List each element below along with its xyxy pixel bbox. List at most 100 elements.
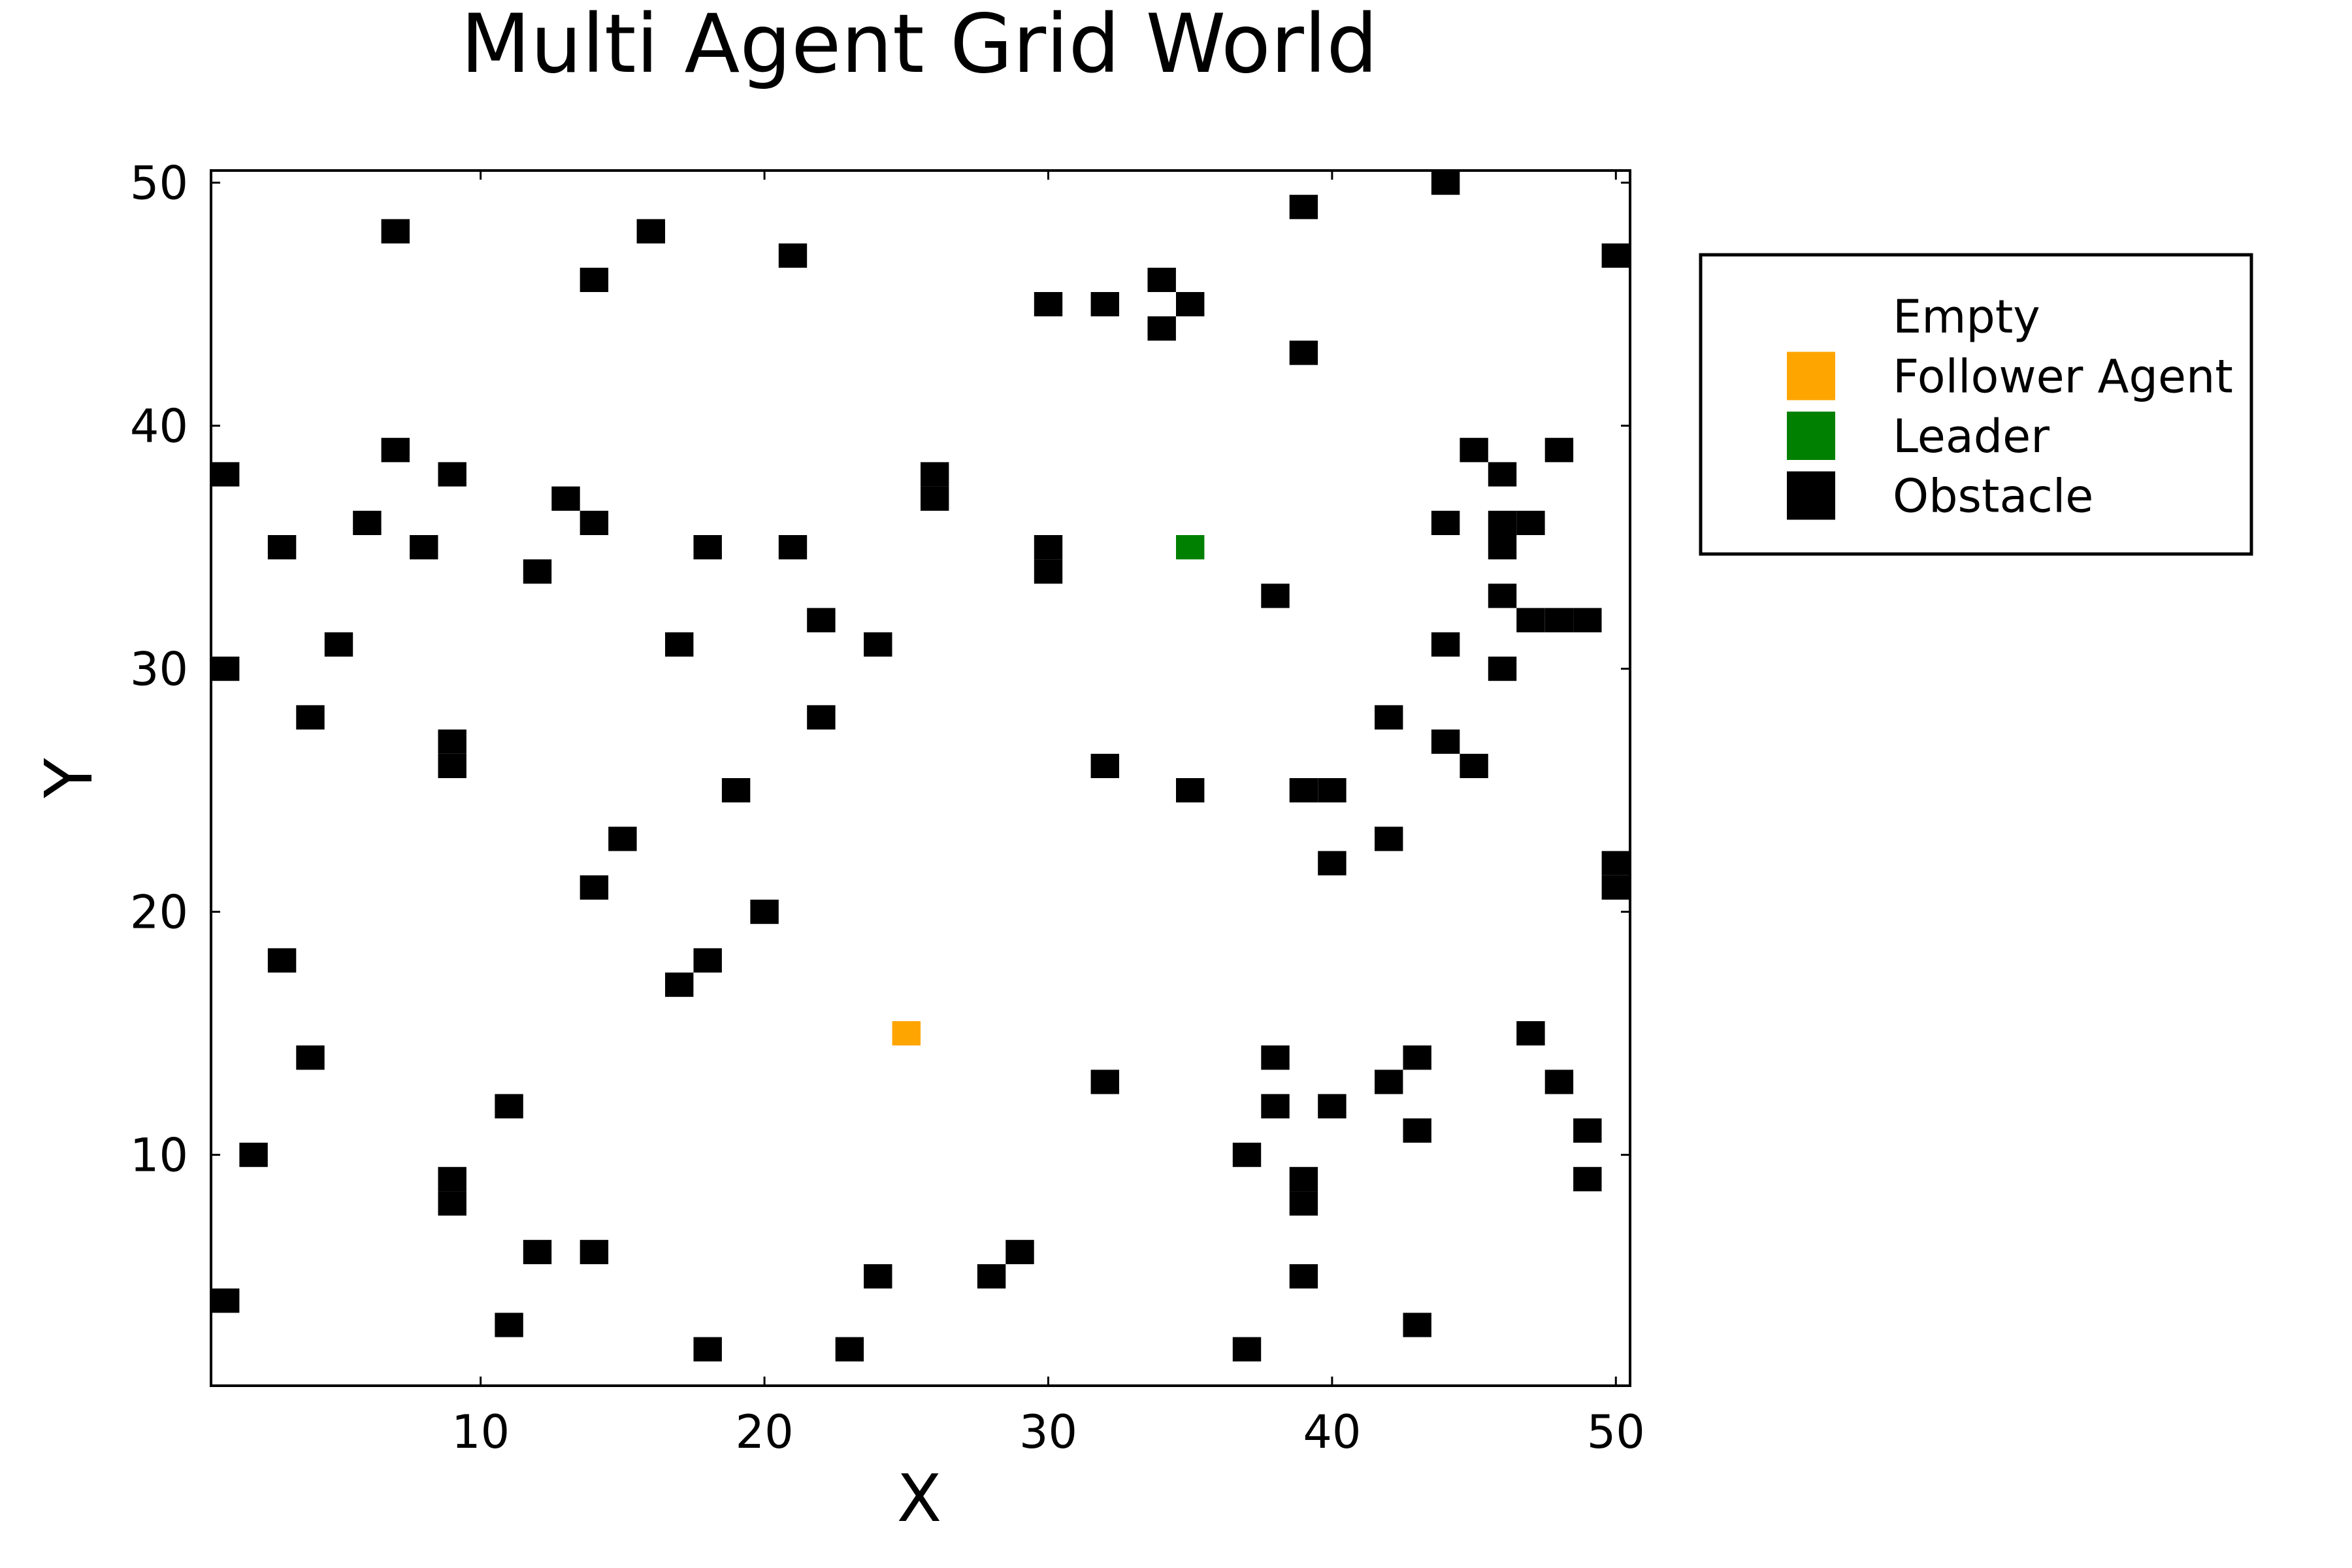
obstacle-cell <box>296 1045 325 1070</box>
obstacle-cell <box>353 510 382 535</box>
y-axis-ticks: 10 20 30 40 50 <box>130 157 1630 1183</box>
obstacle-cell <box>1403 1118 1431 1143</box>
obstacle-cell <box>693 535 722 560</box>
obstacle-cell <box>1375 826 1403 851</box>
y-tick-label: 40 <box>130 400 188 453</box>
chart-title: Multi Agent Grid World <box>461 0 1378 91</box>
obstacle-cell <box>1090 753 1119 778</box>
obstacle-cell <box>438 729 466 754</box>
obstacle-cell <box>1488 583 1517 608</box>
obstacle-cell <box>807 608 836 632</box>
obstacle-cell <box>807 705 836 730</box>
legend-label-empty: Empty <box>1893 290 2040 344</box>
obstacle-cell <box>1573 1167 1602 1192</box>
obstacle-cell <box>438 462 466 487</box>
obstacle-cell <box>580 267 609 292</box>
legend: Empty Follower Agent Leader Obstacle <box>1699 253 2253 556</box>
obstacle-cell <box>495 1313 523 1337</box>
obstacle-cell <box>1460 753 1488 778</box>
leader-cell <box>1176 535 1205 560</box>
legend-label-follower-agent: Follower Agent <box>1893 350 2233 404</box>
obstacle-cell <box>239 1143 268 1168</box>
obstacle-cell <box>1261 583 1290 608</box>
obstacle-cell <box>324 632 353 657</box>
obstacle-cell <box>1289 1264 1318 1289</box>
legend-swatch-obstacle <box>1787 471 1835 520</box>
legend-label-leader: Leader <box>1893 410 2050 463</box>
y-axis-label: Y <box>31 758 107 799</box>
legend-swatch-follower-agent <box>1787 351 1835 400</box>
obstacle-cell <box>580 510 609 535</box>
obstacle-cell <box>921 486 949 511</box>
obstacle-cell <box>1005 1239 1034 1264</box>
obstacle-cell <box>1516 1021 1545 1046</box>
obstacle-cell <box>1232 1337 1262 1362</box>
x-tick-label: 20 <box>736 1405 794 1459</box>
legend-swatch-leader <box>1787 412 1835 460</box>
obstacle-cell <box>778 243 808 268</box>
obstacle-cell <box>1289 340 1318 365</box>
obstacle-cell <box>580 1239 609 1264</box>
obstacle-cell <box>495 1094 523 1119</box>
obstacle-cell <box>1147 316 1176 341</box>
obstacle-cell <box>693 1337 722 1362</box>
obstacle-cell <box>665 972 694 997</box>
obstacle-cell <box>1460 438 1488 463</box>
obstacle-cell <box>1488 657 1517 681</box>
obstacle-cell <box>977 1264 1006 1289</box>
obstacle-cell <box>1573 1118 1602 1143</box>
obstacle-cell <box>296 705 325 730</box>
obstacle-cell <box>1516 608 1545 632</box>
obstacle-cell <box>1261 1045 1290 1070</box>
obstacle-cell <box>1147 267 1176 292</box>
obstacle-cell <box>267 535 297 560</box>
obstacle-cell <box>835 1337 864 1362</box>
obstacle-cell <box>778 535 808 560</box>
x-axis-label: X <box>897 1460 942 1537</box>
obstacle-cell <box>1375 1070 1403 1094</box>
obstacle-cell <box>211 1288 240 1313</box>
obstacle-cell <box>1431 510 1460 535</box>
obstacle-cell <box>1289 1191 1318 1216</box>
obstacle-cell <box>636 219 665 244</box>
obstacle-cell <box>693 948 722 973</box>
obstacle-cell <box>1488 535 1517 560</box>
obstacle-cell <box>580 875 609 900</box>
obstacle-cell <box>523 559 552 584</box>
obstacle-cell <box>551 486 580 511</box>
plot-area <box>210 169 1631 1387</box>
obstacle-cell <box>1176 778 1205 803</box>
x-tick-label: 40 <box>1303 1405 1361 1459</box>
obstacle-cell <box>523 1239 552 1264</box>
obstacle-cell <box>381 438 410 463</box>
obstacle-cell <box>1601 851 1630 875</box>
obstacle-cell <box>1431 729 1460 754</box>
obstacle-cell <box>1261 1094 1290 1119</box>
obstacle-cell <box>608 826 637 851</box>
obstacle-cell <box>665 632 694 657</box>
obstacle-cell <box>721 778 751 803</box>
obstacle-cell <box>750 900 779 924</box>
obstacle-cell <box>1318 778 1347 803</box>
legend-label-obstacle: Obstacle <box>1893 470 2093 523</box>
obstacle-cell <box>864 632 892 657</box>
obstacle-cell <box>1034 535 1063 560</box>
obstacle-cell <box>1431 632 1460 657</box>
y-tick-label: 10 <box>130 1129 188 1183</box>
obstacle-cell <box>1601 243 1630 268</box>
obstacle-cell <box>410 535 438 560</box>
y-tick-label: 20 <box>130 886 188 939</box>
x-tick-label: 10 <box>451 1405 510 1459</box>
obstacle-cell <box>1318 1094 1347 1119</box>
x-axis-ticks: 10 20 30 40 50 <box>451 171 1645 1459</box>
obstacle-cell <box>864 1264 892 1289</box>
obstacle-cell <box>1516 510 1545 535</box>
obstacle-cell <box>1403 1313 1431 1337</box>
obstacle-cell <box>1544 1070 1574 1094</box>
obstacle-cell <box>1090 292 1119 317</box>
obstacle-cell <box>1431 171 1460 195</box>
obstacle-cell <box>267 948 297 973</box>
obstacle-cell <box>1573 608 1602 632</box>
obstacle-cell <box>1176 292 1205 317</box>
